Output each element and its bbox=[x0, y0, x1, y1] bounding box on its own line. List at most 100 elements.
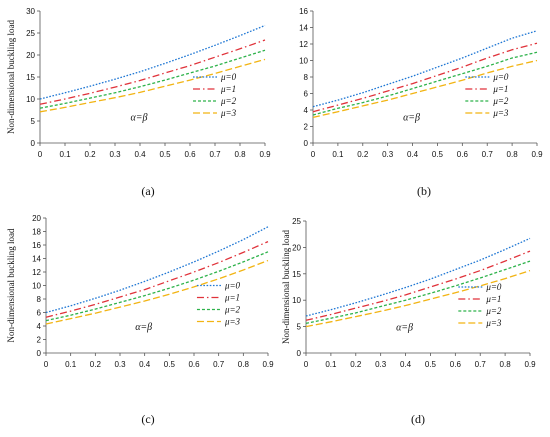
x-tick-label: 0.3 bbox=[109, 150, 121, 159]
alpha-beta-annotation: α=β bbox=[403, 113, 420, 124]
x-tick-label: 0.9 bbox=[262, 360, 274, 369]
x-tick-label: 0.9 bbox=[259, 150, 271, 159]
y-tick-label: 18 bbox=[32, 228, 41, 237]
y-tick-label: 0 bbox=[304, 139, 309, 148]
y-tick-label: 15 bbox=[26, 73, 35, 82]
legend-label-mu1: μ=1 bbox=[492, 84, 508, 94]
x-tick-label: 0.5 bbox=[425, 360, 437, 369]
series-line-mu3 bbox=[312, 59, 538, 119]
y-tick-label: 25 bbox=[26, 29, 35, 38]
y-tick-label: 8 bbox=[304, 73, 309, 82]
alpha-beta-annotation: α=β bbox=[135, 322, 152, 333]
series-line-mu3 bbox=[305, 269, 531, 328]
x-tick-label: 0.6 bbox=[184, 150, 196, 159]
x-tick-label: 0 bbox=[311, 150, 316, 159]
y-tick-label: 20 bbox=[292, 243, 301, 252]
chart-panel-2: 0 2 4 6 8 10 12 14 16 0 0.1 0.2 0.3 0.4 0.5 0.6 0.7 0.8 0.… bbox=[299, 7, 543, 198]
chart-panel-1: 0 5 10 15 20 25 30 0 0.1 0.2 0.3 0.4 0.5 0.6 0.7 0.8 0.9… bbox=[6, 7, 271, 198]
x-tick-label: 0.1 bbox=[325, 360, 337, 369]
x-tick-label: 0 bbox=[44, 360, 49, 369]
x-tick-label: 0.9 bbox=[531, 150, 543, 159]
series-line-mu2 bbox=[45, 251, 269, 322]
legend-label-mu1: μ=1 bbox=[220, 84, 236, 94]
legend-label-mu2: μ=2 bbox=[220, 96, 237, 106]
x-tick-label: 0.7 bbox=[213, 360, 225, 369]
y-tick-label: 14 bbox=[299, 24, 308, 33]
y-tick-label: 30 bbox=[26, 7, 35, 16]
x-tick-label: 0.2 bbox=[357, 150, 369, 159]
y-tick-label: 4 bbox=[37, 322, 42, 331]
series-line-mu0 bbox=[45, 226, 269, 314]
y-tick-label: 6 bbox=[304, 90, 309, 99]
y-tick-label: 10 bbox=[32, 282, 41, 291]
y-tick-label: 14 bbox=[32, 255, 41, 264]
panel-caption: (c) bbox=[141, 412, 154, 426]
x-tick-label: 0.7 bbox=[475, 360, 487, 369]
series-line-mu0 bbox=[39, 24, 266, 100]
x-tick-label: 0.3 bbox=[114, 360, 126, 369]
y-axis-label: Non-dimensional buckling load bbox=[281, 230, 291, 344]
y-tick-label: 10 bbox=[292, 296, 301, 305]
legend-label-mu3: μ=3 bbox=[492, 108, 509, 118]
series-line-mu1 bbox=[39, 39, 266, 105]
legend-label-mu3: μ=3 bbox=[485, 318, 502, 328]
series-line-mu1 bbox=[305, 250, 531, 321]
x-tick-label: 0.4 bbox=[134, 150, 146, 159]
x-tick-label: 0.3 bbox=[382, 150, 394, 159]
y-tick-label: 0 bbox=[31, 139, 36, 148]
legend-label-mu3: μ=3 bbox=[224, 317, 241, 327]
x-tick-label: 0.8 bbox=[234, 150, 246, 159]
y-tick-label: 10 bbox=[26, 95, 35, 104]
x-tick-label: 0.6 bbox=[457, 150, 469, 159]
series-line-mu0 bbox=[312, 30, 538, 108]
y-axis-label: Non-dimensional buckling load bbox=[6, 20, 16, 134]
x-tick-label: 0.2 bbox=[350, 360, 362, 369]
legend-label-mu2: μ=2 bbox=[485, 306, 502, 316]
y-tick-label: 16 bbox=[32, 241, 41, 250]
x-tick-label: 0.4 bbox=[407, 150, 419, 159]
series-line-mu3 bbox=[45, 259, 269, 325]
series-line-mu2 bbox=[39, 49, 266, 109]
x-tick-label: 0.8 bbox=[507, 150, 519, 159]
series-line-mu0 bbox=[305, 237, 531, 317]
panel-caption: (d) bbox=[411, 412, 425, 426]
legend-label-mu0: μ=0 bbox=[224, 281, 241, 291]
x-tick-label: 0.5 bbox=[164, 360, 176, 369]
legend-label-mu0: μ=0 bbox=[492, 72, 509, 82]
legend-label-mu0: μ=0 bbox=[485, 282, 502, 292]
x-tick-label: 0.9 bbox=[524, 360, 536, 369]
series-line-mu2 bbox=[305, 260, 531, 325]
x-tick-label: 0.6 bbox=[188, 360, 200, 369]
y-tick-label: 4 bbox=[304, 106, 309, 115]
legend-label-mu0: μ=0 bbox=[220, 72, 237, 82]
y-tick-label: 0 bbox=[37, 349, 42, 358]
y-tick-label: 10 bbox=[299, 57, 308, 66]
x-tick-label: 0.8 bbox=[238, 360, 250, 369]
series-line-mu2 bbox=[312, 51, 538, 116]
alpha-beta-annotation: α=β bbox=[396, 323, 413, 334]
chart-panel-3: 0 2 4 6 8 10 12 14 16 18 20 0 0.1 0.2 0.3 0.4 0.5 0.6 0.7 0… bbox=[6, 214, 274, 426]
y-tick-label: 2 bbox=[304, 123, 309, 132]
x-tick-label: 0.8 bbox=[500, 360, 512, 369]
legend-label-mu2: μ=2 bbox=[492, 96, 509, 106]
x-tick-label: 0.1 bbox=[65, 360, 77, 369]
panel-caption: (b) bbox=[417, 184, 431, 198]
y-tick-label: 15 bbox=[292, 270, 301, 279]
x-tick-label: 0.1 bbox=[59, 150, 71, 159]
panel-caption: (a) bbox=[141, 184, 154, 198]
series-line-mu1 bbox=[45, 241, 269, 318]
legend-label-mu1: μ=1 bbox=[485, 294, 501, 304]
x-tick-label: 0 bbox=[38, 150, 43, 159]
x-tick-label: 0.5 bbox=[432, 150, 444, 159]
y-tick-label: 0 bbox=[297, 349, 302, 358]
chart-panel-4: 0 5 10 15 20 25 0 0.1 0.2 0.3 0.4 0.5 0.6 0.7 0.8 0.9 μ=… bbox=[281, 217, 536, 426]
series-line-mu3 bbox=[39, 58, 266, 113]
x-tick-label: 0.4 bbox=[400, 360, 412, 369]
alpha-beta-annotation: α=β bbox=[131, 113, 148, 124]
y-tick-label: 2 bbox=[37, 336, 42, 345]
y-tick-label: 5 bbox=[31, 117, 36, 126]
y-tick-label: 20 bbox=[26, 51, 35, 60]
x-tick-label: 0.3 bbox=[375, 360, 387, 369]
x-tick-label: 0.6 bbox=[450, 360, 462, 369]
